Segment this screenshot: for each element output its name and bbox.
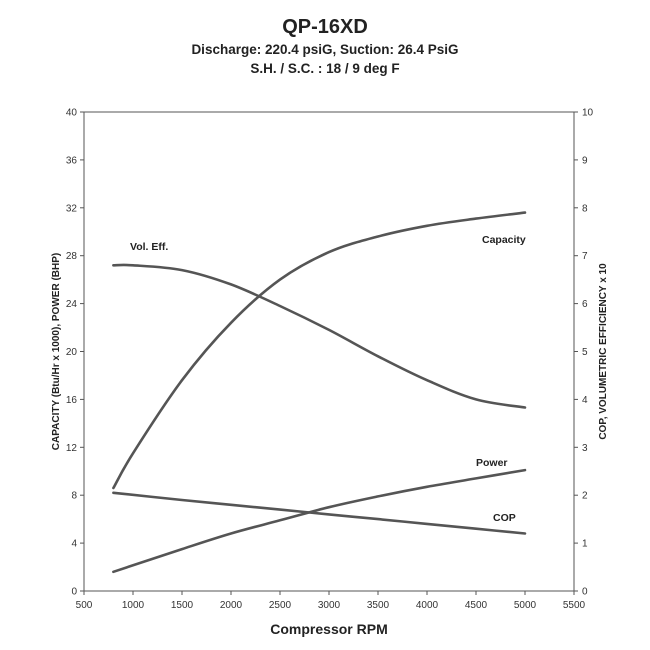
y-right-tick-label: 8 xyxy=(582,203,588,214)
y-right-tick-label: 2 xyxy=(582,491,588,502)
x-tick-label: 5000 xyxy=(514,600,537,611)
y-left-tick-label: 28 xyxy=(66,251,78,262)
series-label-power: Power xyxy=(476,457,508,469)
x-tick-label: 2500 xyxy=(269,600,292,611)
y-right-tick-label: 7 xyxy=(582,251,588,262)
series-label-cop: COP xyxy=(493,512,516,524)
x-tick-label: 4000 xyxy=(416,600,439,611)
y-left-tick-label: 20 xyxy=(66,347,78,358)
chart-subtitle-1: Discharge: 220.4 psiG, Suction: 26.4 Psi… xyxy=(191,42,459,57)
y-left-tick-label: 36 xyxy=(66,155,78,166)
series-line-vol-eff xyxy=(112,263,527,409)
y-right-tick-label: 1 xyxy=(582,539,588,550)
y-right-axis-title: COP, VOLUMETRIC EFFICIENCY x 10 xyxy=(598,263,609,440)
x-tick-label: 5500 xyxy=(563,600,586,611)
y-left-tick-label: 40 xyxy=(66,108,78,119)
y-left-tick-label: 24 xyxy=(66,299,78,310)
y-right-tick-label: 5 xyxy=(582,347,588,358)
y-left-tick-label: 8 xyxy=(71,491,77,502)
x-axis-title: Compressor RPM xyxy=(270,621,387,637)
y-left-tick-label: 0 xyxy=(71,587,77,598)
y-right-tick-label: 9 xyxy=(582,155,588,166)
series-line-cop xyxy=(112,491,527,535)
chart-titles: QP-16XD Discharge: 220.4 psiG, Suction: … xyxy=(0,14,650,78)
x-tick-label: 1000 xyxy=(122,600,145,611)
x-tick-label: 500 xyxy=(76,600,93,611)
y-right-tick-label: 3 xyxy=(582,443,588,454)
y-left-tick-label: 32 xyxy=(66,203,78,214)
x-tick-label: 1500 xyxy=(171,600,194,611)
x-tick-label: 2000 xyxy=(220,600,243,611)
series-label-capacity: Capacity xyxy=(482,234,526,246)
y-left-tick-label: 4 xyxy=(71,539,77,550)
series-line-power xyxy=(112,468,527,574)
series-label-vol-eff: Vol. Eff. xyxy=(130,241,168,253)
y-right-tick-label: 0 xyxy=(582,587,588,598)
y-left-tick-label: 16 xyxy=(66,395,78,406)
y-left-axis-title: CAPACITY (Btu/Hr x 1000), POWER (BHP) xyxy=(51,253,62,450)
y-right-tick-label: 4 xyxy=(582,395,588,406)
y-right-tick-label: 6 xyxy=(582,299,588,310)
y-right-tick-label: 10 xyxy=(582,108,594,119)
x-tick-label: 3500 xyxy=(367,600,390,611)
x-tick-label: 4500 xyxy=(465,600,488,611)
y-left-tick-label: 12 xyxy=(66,443,78,454)
series-line-capacity xyxy=(112,211,527,490)
x-tick-label: 3000 xyxy=(318,600,341,611)
chart-title: QP-16XD xyxy=(282,16,368,38)
chart-subtitle-2: S.H. / S.C. : 18 / 9 deg F xyxy=(250,61,400,76)
